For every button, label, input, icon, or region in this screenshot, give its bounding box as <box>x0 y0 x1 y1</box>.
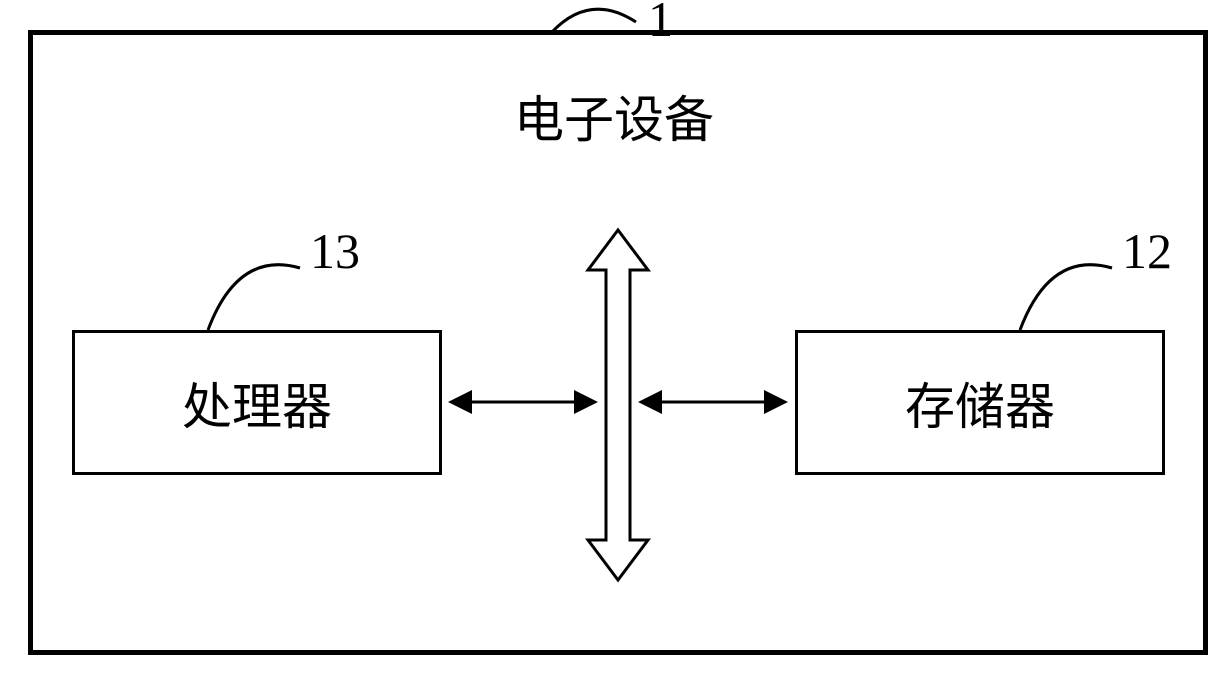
memory-ref-label: 12 <box>1122 222 1172 280</box>
processor-box: 处理器 <box>72 330 442 475</box>
processor-label: 处理器 <box>182 367 332 439</box>
device-ref-curve <box>552 9 636 32</box>
device-ref-label: 1 <box>648 0 673 48</box>
memory-label: 存储器 <box>905 367 1055 439</box>
diagram-canvas: 电子设备 1 处理器 13 存储器 12 <box>0 0 1231 690</box>
device-title: 电子设备 <box>514 80 714 152</box>
memory-box: 存储器 <box>795 330 1165 475</box>
processor-ref-label: 13 <box>310 222 360 280</box>
